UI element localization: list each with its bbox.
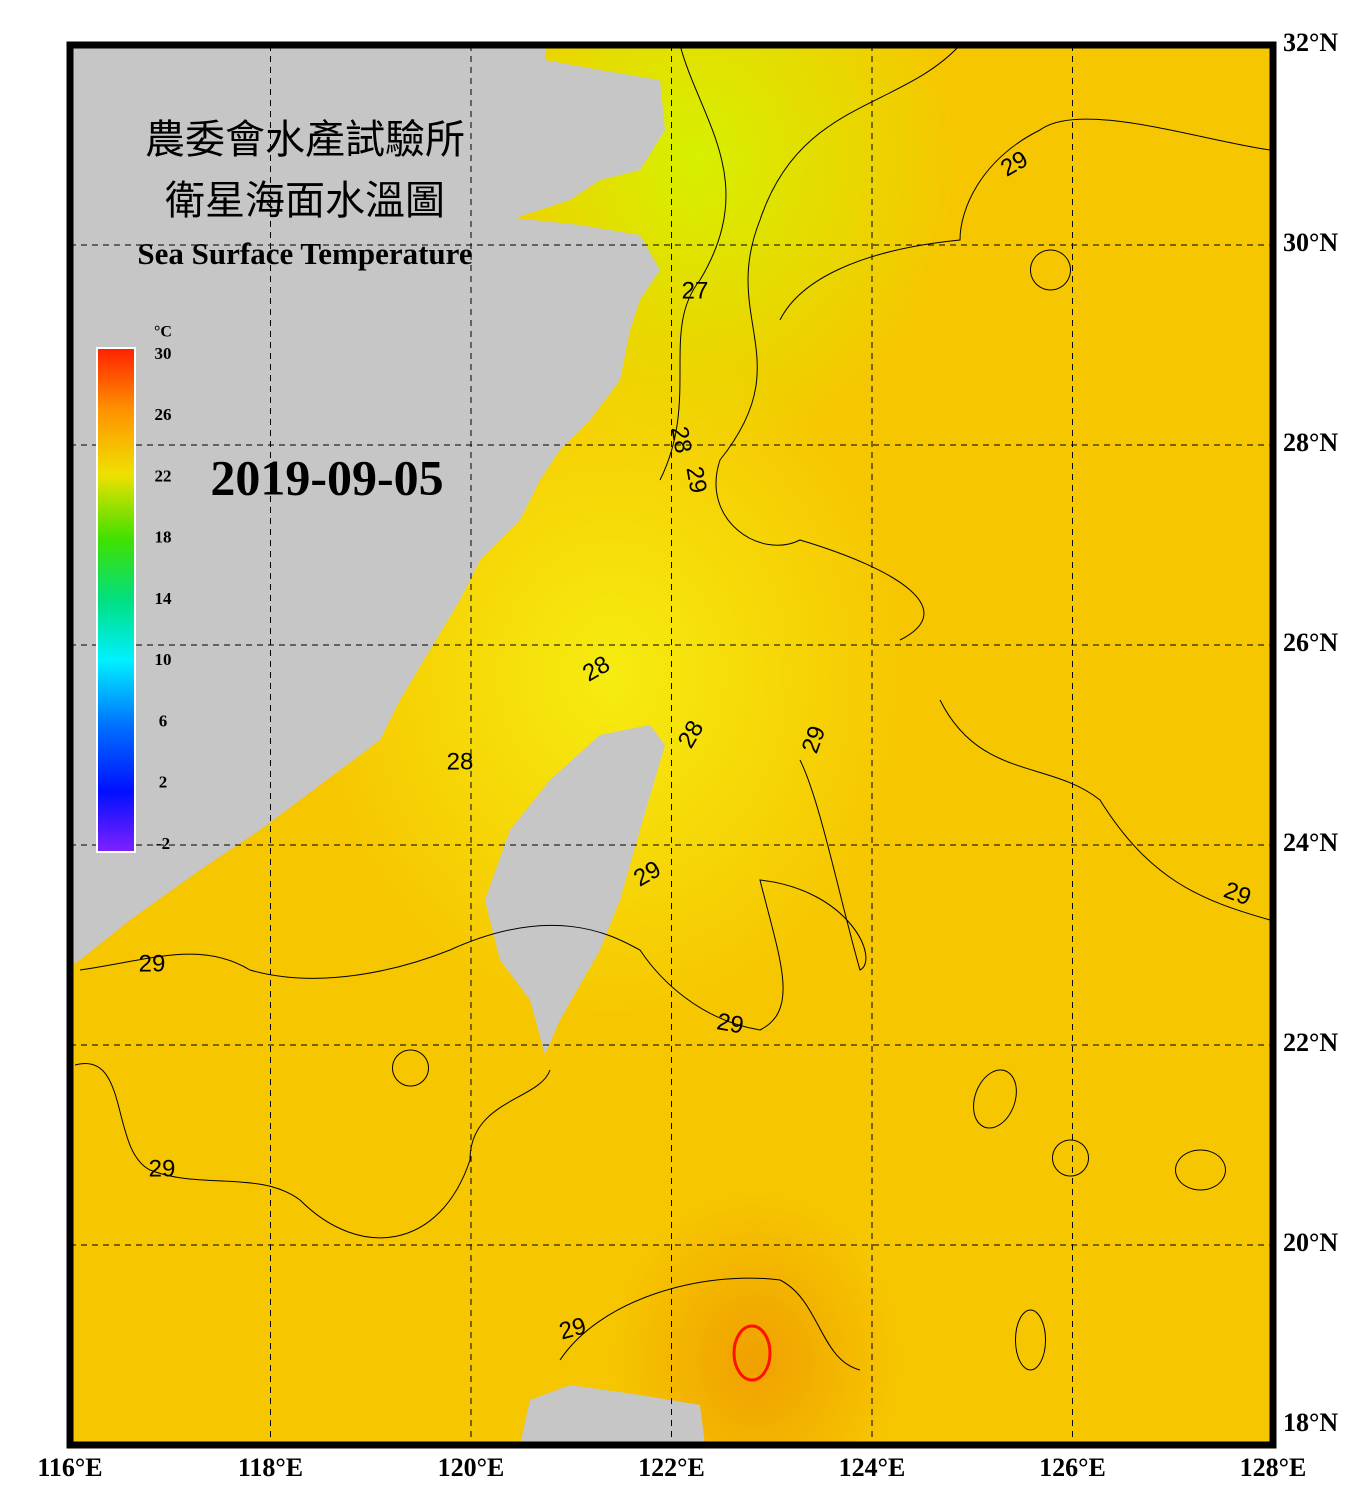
lat-label: 28°N xyxy=(1283,428,1338,457)
land-china xyxy=(70,45,665,965)
title-zh: 農委會水產試驗所 xyxy=(145,117,465,163)
lon-label: 128°E xyxy=(1240,1453,1307,1482)
colorbar xyxy=(96,347,136,853)
contour-label: 29 xyxy=(681,464,712,495)
lat-label: 22°N xyxy=(1283,1028,1338,1057)
colorbar-tick-label: 2 xyxy=(159,773,168,792)
map-frame xyxy=(66,41,1277,1449)
title-en: Sea Surface Temperature xyxy=(137,236,472,271)
lat-label: 20°N xyxy=(1283,1228,1338,1257)
contour-label: 29 xyxy=(715,1008,746,1039)
colorbar-tick-label: 6 xyxy=(159,711,168,730)
land-luzon xyxy=(520,1385,705,1445)
lat-label: 32°N xyxy=(1283,28,1338,57)
contour-label: 29 xyxy=(149,1155,176,1182)
colorbar-tick-label: 22 xyxy=(155,466,172,485)
title-zh: 衛星海面水溫圖 xyxy=(165,178,445,224)
lat-label: 24°N xyxy=(1283,828,1338,857)
contour-label: 27 xyxy=(682,277,709,304)
grid xyxy=(70,45,1273,1445)
lat-label: 30°N xyxy=(1283,228,1338,257)
colorbar-tick-label: 10 xyxy=(155,650,172,669)
colorbar-tick-label: 30 xyxy=(155,344,172,363)
colorbar-tick-label: 26 xyxy=(155,405,172,424)
lon-label: 126°E xyxy=(1039,1453,1106,1482)
lon-label: 120°E xyxy=(438,1453,505,1482)
lon-label: 122°E xyxy=(638,1453,705,1482)
land-taiwan xyxy=(485,725,665,1055)
contour-30 xyxy=(732,1324,772,1382)
contour-label: 28 xyxy=(666,424,697,455)
lon-label: 116°E xyxy=(37,1453,102,1482)
lat-label: 18°N xyxy=(1283,1408,1338,1437)
colorbar-unit: °C xyxy=(154,324,172,341)
contour-label: 28 xyxy=(447,748,474,775)
colorbar-tick-label: -2 xyxy=(156,834,170,853)
lat-label: 26°N xyxy=(1283,628,1338,657)
contours xyxy=(74,44,1271,1371)
colorbar-tick-label: 14 xyxy=(155,589,173,608)
colorbar-tick-label: 18 xyxy=(155,528,172,547)
lon-label: 118°E xyxy=(238,1453,303,1482)
date: 2019-09-05 xyxy=(210,449,443,505)
lon-label: 124°E xyxy=(839,1453,906,1482)
contour-label: 29 xyxy=(139,950,166,977)
